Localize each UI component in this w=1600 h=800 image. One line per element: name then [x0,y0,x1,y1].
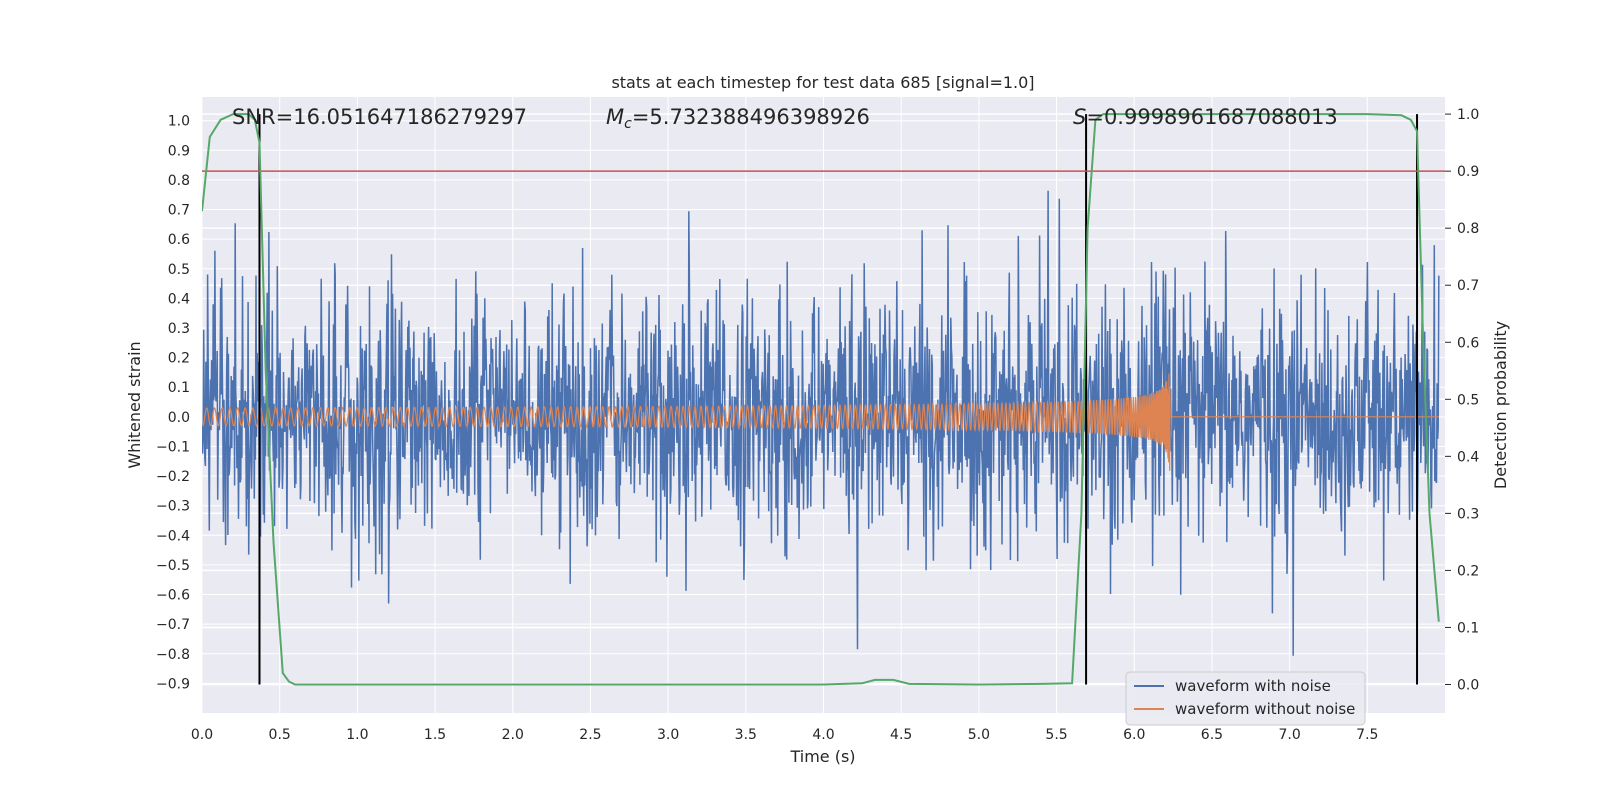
y2-tick-label: 1.0 [1457,107,1479,123]
x-tick-label: 7.5 [1356,727,1378,743]
waveform-without-noise-series [202,373,1439,471]
x-axis-label: Time (s) [789,747,855,766]
y-tick-label: −0.7 [156,617,190,633]
x-tick-label: 4.0 [812,727,834,743]
y2-axis-ticks: 1.0 0.9 0.8 0.7 0.6 0.5 0.4 0.3 0.2 0.1 0.0 [1445,107,1479,693]
y-axis-label: Whitened strain [125,341,144,468]
y2-tick-label: 0.2 [1457,563,1479,579]
x-tick-label: 2.5 [579,727,601,743]
y2-tick-label: 0.7 [1457,278,1479,294]
legend-label-noisy: waveform with noise [1175,677,1331,695]
x-tick-label: 2.0 [502,727,524,743]
y-tick-label: 0.6 [168,232,190,248]
y2-tick-label: 0.1 [1457,620,1479,636]
y-tick-label: −0.4 [156,528,190,544]
y-tick-label: 0.3 [168,321,190,337]
x-tick-label: 6.0 [1123,727,1145,743]
snr-annotation: SNR=16.051647186279297 [232,105,527,129]
x-tick-label: 1.5 [424,727,446,743]
x-tick-label: 3.0 [657,727,679,743]
x-tick-label: 0.5 [269,727,291,743]
y-tick-label: 0.2 [168,351,190,367]
vertical-markers [258,114,1419,685]
y2-tick-label: 0.4 [1457,449,1479,465]
y-tick-label: −0.3 [156,499,190,515]
x-tick-label: 5.5 [1045,727,1067,743]
y-tick-label: −0.6 [156,588,190,604]
y-tick-label: 0.0 [168,410,190,426]
x-tick-label: 5.0 [968,727,990,743]
y-tick-label: 0.1 [168,380,190,396]
detection-probability-series [202,113,1440,686]
y2-axis-label: Detection probability [1491,321,1510,489]
legend: waveform with noise waveform without noi… [1125,671,1366,726]
y-tick-label: 0.8 [168,173,190,189]
x-tick-label: 1.0 [346,727,368,743]
chart-title: stats at each timestep for test data 685… [611,73,1034,92]
y-tick-label: 0.7 [168,203,190,219]
y-tick-label: −0.2 [156,469,190,485]
x-tick-label: 3.5 [735,727,757,743]
y-tick-label: 0.9 [168,143,190,159]
legend-label-clean: waveform without noise [1175,700,1355,718]
legend-box [1125,671,1366,726]
y2-tick-label: 0.9 [1457,164,1479,180]
detection-probability-line [202,113,1440,686]
y-tick-label: −0.8 [156,647,190,663]
y2-tick-label: 0.3 [1457,506,1479,522]
waveform-with-noise-series [202,190,1440,656]
x-tick-label: 4.5 [890,727,912,743]
y2-tick-label: 0.6 [1457,335,1479,351]
y-axis-ticks: 1.0 0.9 0.8 0.7 0.6 0.5 0.4 0.3 0.2 0.1 0.0 −0.1 −0.… [156,114,190,693]
y2-tick-label: 0.0 [1457,677,1479,693]
y2-tick-label: 0.5 [1457,392,1479,408]
x-tick-label: 6.5 [1201,727,1223,743]
x-tick-label: 0.0 [191,727,213,743]
waveform-with-noise-line [202,190,1440,656]
y-tick-label: 1.0 [168,114,190,130]
x-tick-label: 7.0 [1278,727,1300,743]
y-tick-label: −0.9 [156,676,190,692]
waveform-without-noise-line [202,373,1439,471]
x-axis-ticks: 0.0 0.5 1.0 1.5 2.0 2.5 3.0 3.5 4.0 4.5 5.0 5.5 6.0 6… [191,727,1379,743]
y-tick-label: −0.5 [156,558,190,574]
y-tick-label: 0.4 [168,291,190,307]
y-tick-label: −0.1 [156,439,190,455]
y-tick-label: 0.5 [168,262,190,278]
chirp-mass-annotation: Mc=5.732388496398926 [606,105,870,132]
y2-tick-label: 0.8 [1457,221,1479,237]
score-annotation: S=0.9998961687088013 [1073,105,1338,129]
